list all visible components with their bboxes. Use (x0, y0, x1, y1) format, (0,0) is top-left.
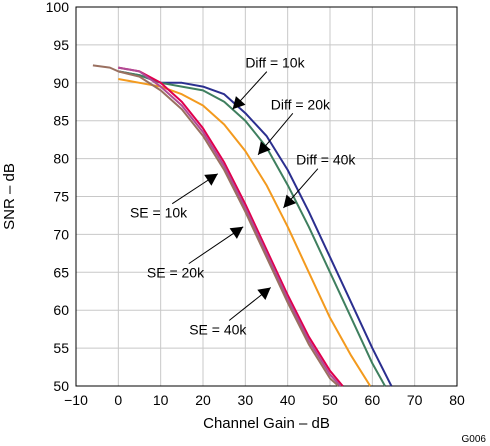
x-tick-label: 60 (365, 392, 381, 408)
y-tick-label: 65 (53, 264, 69, 280)
grid (76, 7, 457, 386)
x-tick-label: 0 (114, 392, 122, 408)
x-tick-label: 70 (407, 392, 423, 408)
y-tick-label: 80 (53, 151, 69, 167)
y-tick-label: 50 (53, 378, 69, 394)
annotations-group: Diff = 10k Diff = 20k Diff = 40k SE = 10k SE… (130, 55, 356, 338)
annotation-label: SE = 10k (130, 205, 188, 221)
y-tick-label: 85 (53, 113, 69, 129)
annotation-label: SE = 40k (189, 321, 247, 337)
y-tick-label: 55 (53, 340, 69, 356)
y-tick-label: 95 (53, 37, 69, 53)
annotation-label: Diff = 40k (296, 152, 356, 168)
annotation-arrowhead (204, 173, 218, 186)
annotation-arrowhead (232, 96, 246, 110)
x-tick-label: 80 (449, 392, 465, 408)
annotation-label: SE = 20k (147, 265, 205, 281)
series-line-4 (118, 66, 342, 387)
series-line-3 (118, 66, 344, 387)
y-tick-labels: 50 55 60 65 70 75 80 85 90 95 100 (46, 0, 70, 394)
series-line-2 (118, 78, 372, 387)
x-tick-label: 10 (153, 392, 169, 408)
x-tick-label: 30 (238, 392, 254, 408)
annotation-arrowhead (229, 226, 244, 239)
x-axis-label: Channel Gain – dB (203, 415, 330, 432)
x-tick-label: 20 (195, 392, 211, 408)
y-tick-label: 75 (53, 189, 69, 205)
annotation-arrowhead (257, 287, 271, 300)
series-line-5 (92, 64, 340, 387)
annotation-label: Diff = 10k (245, 55, 305, 71)
y-tick-label: 100 (46, 0, 70, 15)
annotation-arrowhead (258, 141, 271, 155)
x-tick-label: 50 (322, 392, 338, 408)
x-tick-label: 40 (280, 392, 296, 408)
x-tick-label: −10 (64, 392, 88, 408)
y-tick-label: 70 (53, 226, 69, 242)
annotation-arrowhead (283, 194, 297, 208)
y-axis-label: SNR – dB (1, 163, 18, 230)
series-group (92, 64, 393, 387)
figure-id: G006 (462, 434, 487, 445)
plot-frame (75, 6, 458, 387)
y-tick-label: 60 (53, 302, 69, 318)
x-tick-labels: −10 0 10 20 30 40 50 60 70 80 (64, 392, 465, 408)
series-line-1 (118, 70, 386, 387)
annotation-label: Diff = 20k (271, 96, 331, 112)
y-tick-label: 90 (53, 75, 69, 91)
